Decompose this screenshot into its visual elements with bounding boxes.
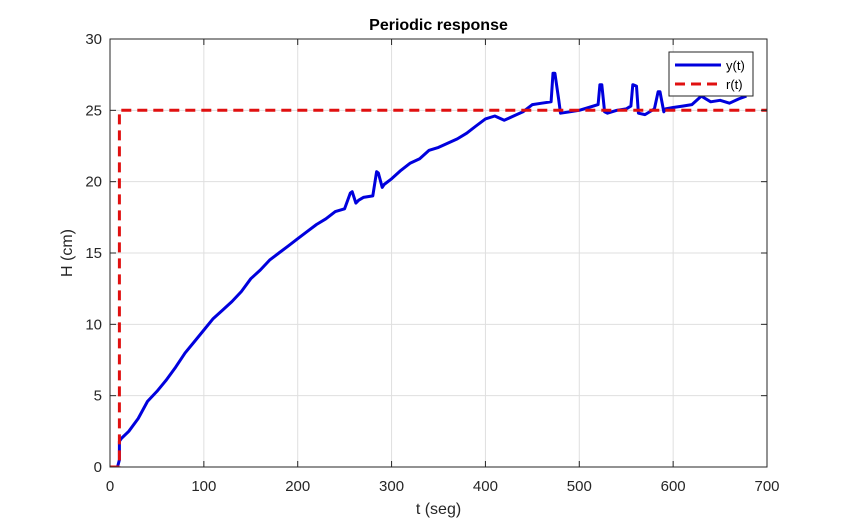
x-tick-label: 300 — [379, 478, 404, 495]
y-tick-label: 20 — [85, 174, 102, 191]
y-tick-label: 0 — [94, 459, 102, 476]
plot-area: 0 100 200 300 400 500 600 700 0 5 10 15 20 25 30 — [85, 31, 779, 495]
legend-label-r: r(t) — [726, 77, 743, 92]
y-tick-label: 10 — [85, 316, 102, 333]
x-tick-label: 200 — [285, 478, 310, 495]
x-axis-label: t (seg) — [416, 501, 461, 518]
y-axis-label: H (cm) — [59, 229, 76, 277]
y-tick-label: 30 — [85, 31, 102, 48]
x-tick-label: 600 — [661, 478, 686, 495]
legend: y(t) r(t) — [668, 51, 754, 97]
x-tick-label: 100 — [191, 478, 216, 495]
y-tick-label: 5 — [94, 388, 102, 405]
series-line-0 — [110, 71, 747, 467]
y-tick-label: 15 — [85, 245, 102, 262]
x-tick-label: 700 — [754, 478, 779, 495]
y-tick-label: 25 — [85, 102, 102, 119]
x-tick-label: 0 — [106, 478, 114, 495]
x-tick-label: 500 — [567, 478, 592, 495]
x-tick-label: 400 — [473, 478, 498, 495]
legend-label-y: y(t) — [726, 58, 745, 73]
series-line-1 — [110, 108, 767, 467]
chart-title: Periodic response — [369, 17, 508, 34]
legend-box — [668, 51, 754, 97]
series-layer — [110, 71, 767, 467]
ticks: 0 100 200 300 400 500 600 700 0 5 10 15 20 25 30 — [85, 31, 779, 495]
